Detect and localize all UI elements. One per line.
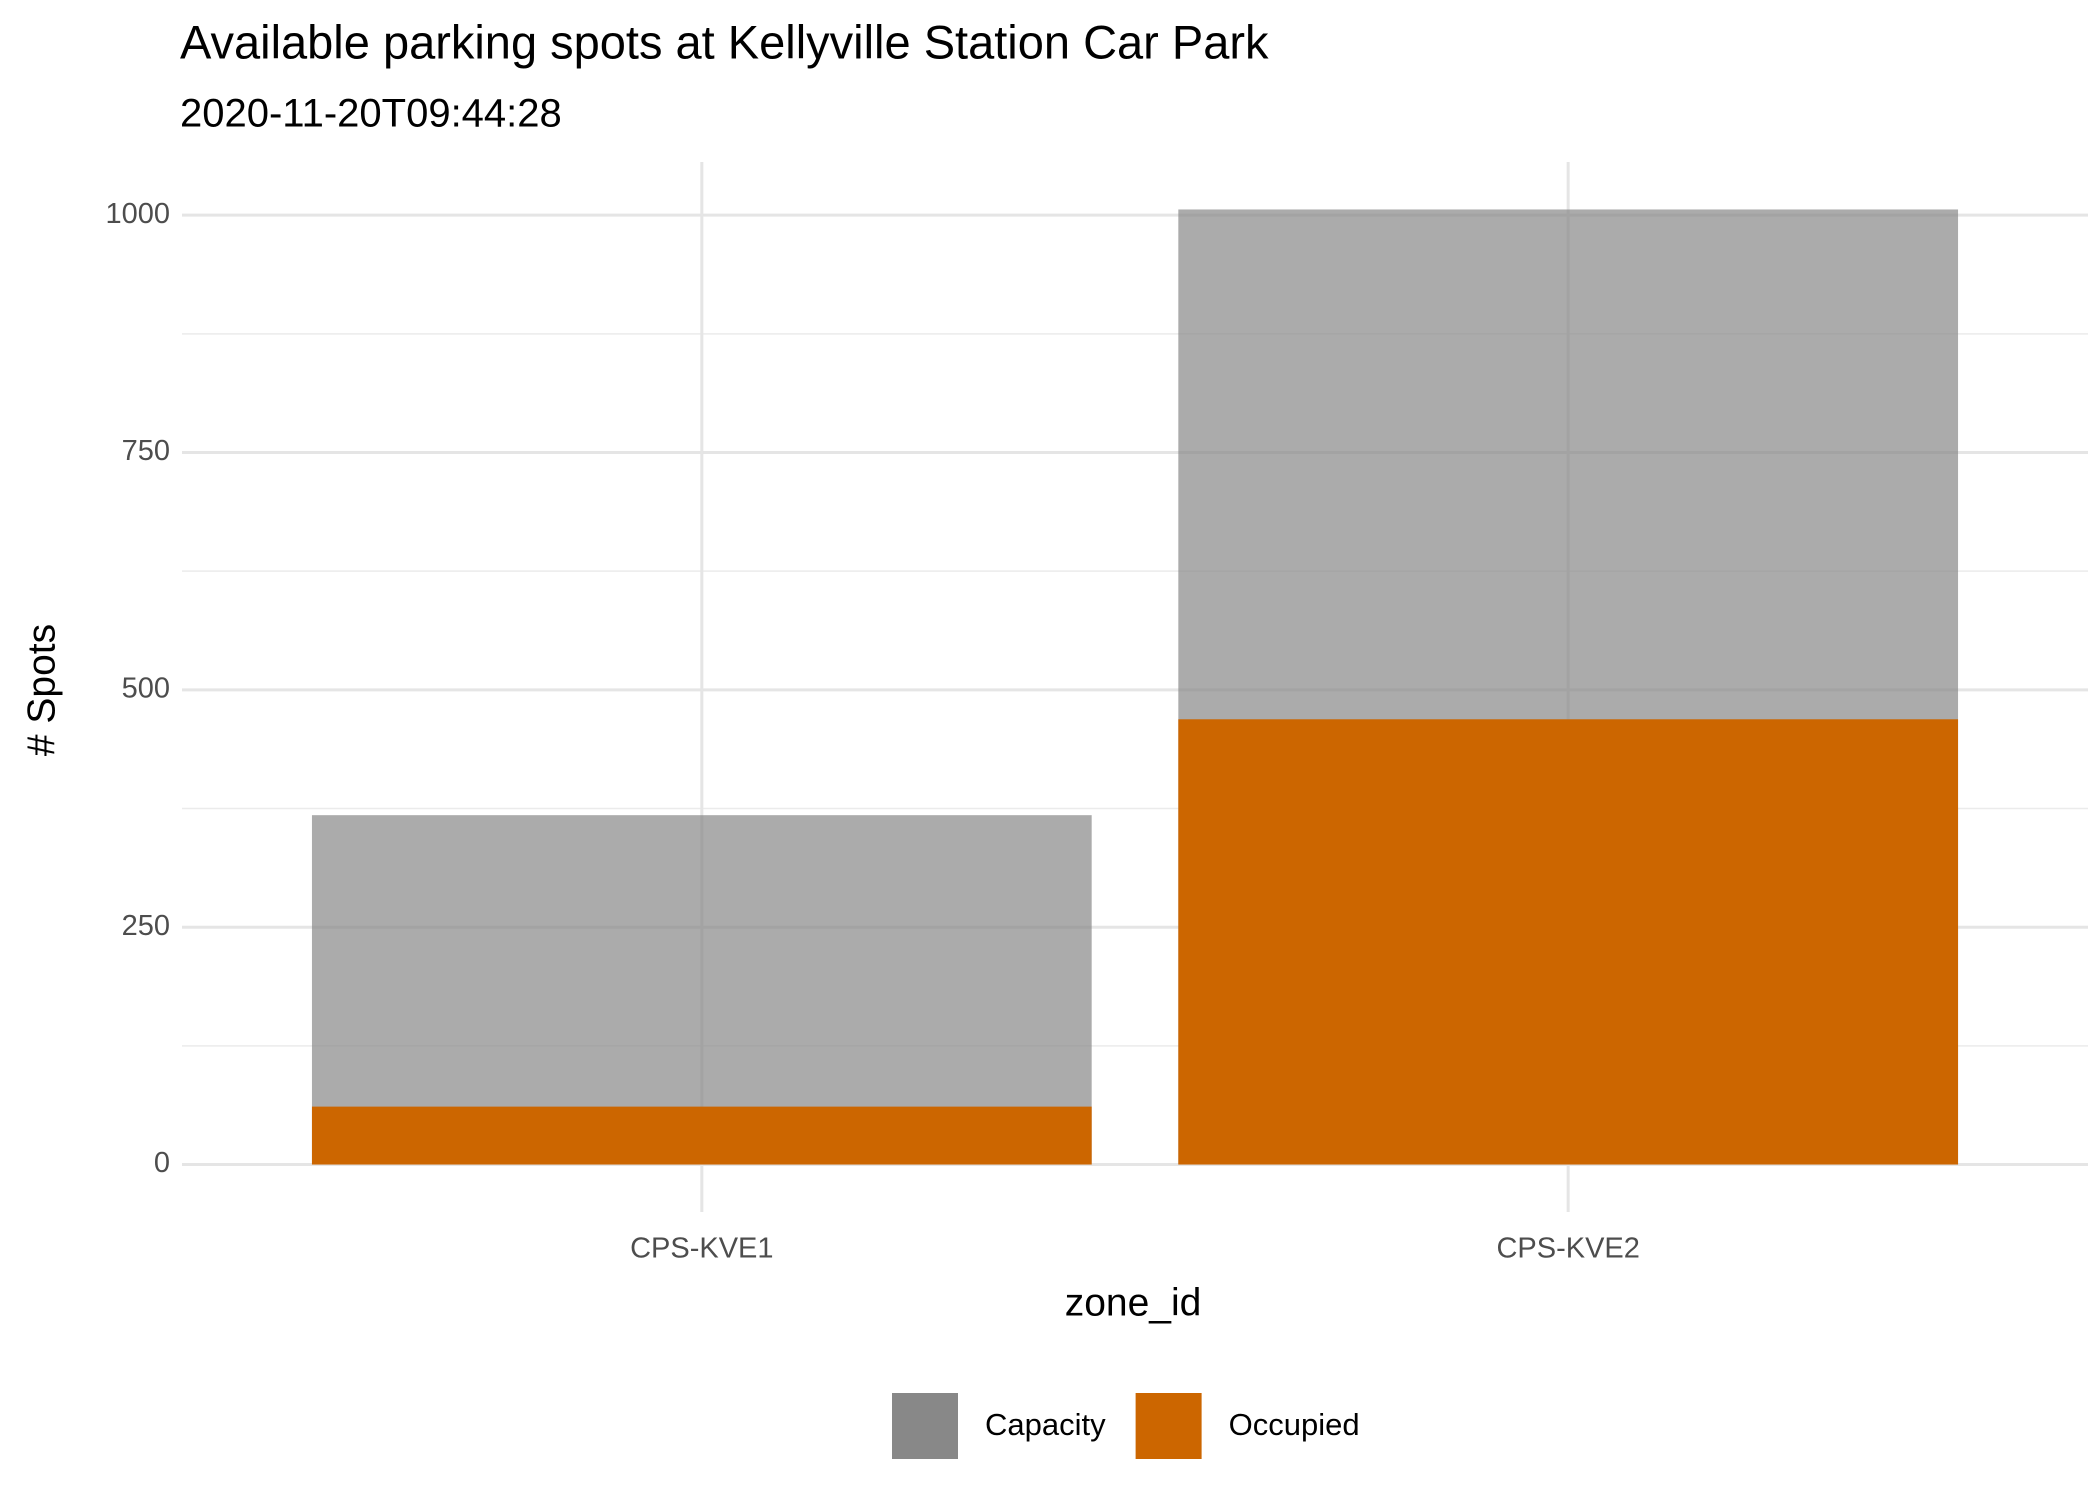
x-tick-label: CPS-KVE1 (630, 1233, 773, 1265)
y-tick-label: 250 (122, 910, 170, 942)
legend-label: Capacity (985, 1407, 1106, 1442)
legend-label: Occupied (1229, 1407, 1360, 1442)
y-axis-label: # Spots (20, 624, 63, 756)
bar (311, 1106, 1092, 1165)
bar (1178, 719, 1959, 1165)
x-axis-label: zone_id (1065, 1281, 1202, 1324)
legend-key (892, 1393, 958, 1459)
x-tick-label: CPS-KVE2 (1496, 1233, 1639, 1265)
y-tick-label: 0 (154, 1147, 170, 1179)
bar (311, 815, 1092, 1165)
chart-title: Available parking spots at Kellyville St… (180, 15, 1269, 68)
chart-subtitle: 2020-11-20T09:44:28 (180, 92, 562, 136)
y-tick-label: 750 (122, 435, 170, 467)
y-tick-label: 500 (122, 673, 170, 705)
legend-key (1135, 1393, 1202, 1459)
y-tick-label: 1000 (105, 198, 170, 230)
